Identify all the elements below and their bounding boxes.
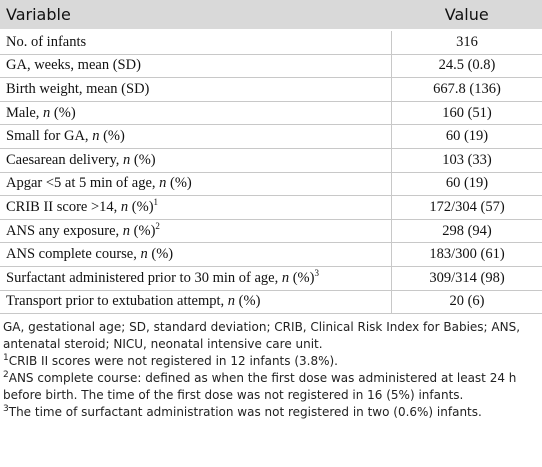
- variable-cell: ANS any exposure, n (%)2: [0, 218, 392, 244]
- table-row: ANS complete course, n (%) 183/300 (61): [0, 242, 542, 267]
- label-italic: n: [123, 151, 131, 168]
- header-cell: Value: [391, 0, 542, 31]
- label-suffix: (%): [133, 151, 156, 168]
- variable-cell: Caesarean delivery, n (%): [0, 147, 392, 173]
- label: Apgar <5 at 5 min of age,: [6, 175, 156, 192]
- value-cell: 60 (19): [391, 124, 542, 149]
- footnote-mark: 1: [153, 197, 159, 208]
- label-italic: n: [43, 104, 51, 121]
- footnote-text: ANS complete course: defined as when the…: [3, 371, 517, 403]
- label-suffix: (%): [103, 128, 125, 145]
- variable-cell: No. of infants: [0, 29, 392, 55]
- table-row: Male, n (%) 160 (51): [0, 100, 542, 126]
- table-row: CRIB II score >14, n (%)1 172/304 (57): [0, 195, 542, 220]
- table-row: No. of infants 316: [0, 29, 542, 55]
- label: Birth weight, mean (SD): [6, 80, 150, 97]
- label: GA, weeks, mean (SD): [6, 57, 141, 74]
- label: CRIB II score >14,: [6, 198, 118, 215]
- value-cell: 103 (33): [391, 147, 542, 173]
- label: No. of infants: [6, 33, 87, 50]
- footnote-mark: 1: [3, 353, 9, 364]
- table-row: Birth weight, mean (SD) 667.8 (136): [0, 77, 542, 102]
- value-cell: 24.5 (0.8): [391, 53, 542, 79]
- table-row: Small for GA, n (%) 60 (19): [0, 124, 542, 149]
- table-row: Transport prior to extubation attempt, n…: [0, 289, 542, 315]
- label-suffix: (%): [151, 246, 174, 263]
- variable-cell: Birth weight, mean (SD): [0, 77, 392, 102]
- table-row: Caesarean delivery, n (%) 103 (33): [0, 147, 542, 173]
- footnote-text: The time of surfactant administration wa…: [8, 405, 482, 420]
- table-body: No. of infants 316 GA, weeks, mean (SD) 24.…: [0, 29, 542, 315]
- value-cell: 183/300 (61): [391, 242, 542, 267]
- variable-cell: Apgar <5 at 5 min of age, n (%): [0, 171, 392, 197]
- footnote-mark: 2: [155, 220, 160, 231]
- value-cell: 20 (6): [391, 289, 542, 315]
- variable-cell: Transport prior to extubation attempt, n…: [0, 289, 392, 315]
- label: ANS any exposure,: [6, 222, 120, 239]
- footnote: 3The time of surfactant administration w…: [3, 404, 539, 421]
- variable-cell: GA, weeks, mean (SD): [0, 53, 392, 79]
- footnotes: GA, gestational age; SD, standard deviat…: [0, 314, 542, 421]
- variable-cell: CRIB II score >14, n (%)1: [0, 195, 392, 220]
- label: Male,: [6, 104, 40, 121]
- header-row: Variable Value: [0, 0, 542, 31]
- footnote-mark: 2: [3, 370, 9, 381]
- variable-cell: Small for GA, n (%): [0, 124, 392, 149]
- label-italic: n: [140, 246, 148, 263]
- variable-cell: Male, n (%): [0, 100, 392, 126]
- variable-cell: Surfactant administered prior to 30 min …: [0, 265, 392, 291]
- footnote-mark: 3: [314, 267, 319, 278]
- label-italic: n: [92, 128, 100, 145]
- value-cell: 309/314 (98): [391, 265, 542, 291]
- variable-cell: ANS complete course, n (%): [0, 242, 392, 267]
- label-suffix: (%): [238, 293, 261, 310]
- header-cell: Variable: [0, 0, 392, 31]
- label-italic: n: [122, 222, 131, 239]
- label-italic: n: [159, 175, 167, 192]
- value-cell: 160 (51): [391, 100, 542, 126]
- footnote: 2ANS complete course: defined as when th…: [3, 370, 539, 404]
- value-cell: 172/304 (57): [391, 195, 542, 220]
- abbreviations: GA, gestational age; SD, standard deviat…: [3, 320, 521, 352]
- label: Surfactant administered prior to 30 min …: [6, 269, 279, 286]
- table-row: GA, weeks, mean (SD) 24.5 (0.8): [0, 53, 542, 79]
- label-suffix: (%): [131, 198, 154, 215]
- label: ANS complete course,: [6, 246, 137, 263]
- table: Variable Value No. of infants 316 GA, week…: [0, 0, 542, 315]
- label-suffix: (%): [170, 175, 192, 192]
- footnote: 1CRIB II scores were not registered in 1…: [3, 353, 539, 370]
- footnote-mark: 3: [3, 404, 9, 415]
- label: Transport prior to extubation attempt,: [6, 293, 225, 310]
- table-row: Surfactant administered prior to 30 min …: [0, 265, 542, 291]
- label-italic: n: [120, 198, 129, 215]
- value-cell: 316: [391, 29, 542, 55]
- table-row: ANS any exposure, n (%)2 298 (94): [0, 218, 542, 244]
- label: Small for GA,: [6, 128, 89, 145]
- table-row: Apgar <5 at 5 min of age, n (%) 60 (19): [0, 171, 542, 197]
- label-suffix: (%): [133, 222, 156, 239]
- label-italic: n: [281, 269, 290, 286]
- label-suffix: (%): [53, 104, 76, 121]
- value-cell: 298 (94): [391, 218, 542, 244]
- label: Caesarean delivery,: [6, 151, 120, 168]
- value-cell: 60 (19): [391, 171, 542, 197]
- label-italic: n: [227, 293, 236, 310]
- footnote-text: CRIB II scores were not registered in 12…: [8, 354, 338, 369]
- label-suffix: (%): [292, 269, 315, 286]
- value-cell: 667.8 (136): [391, 77, 542, 102]
